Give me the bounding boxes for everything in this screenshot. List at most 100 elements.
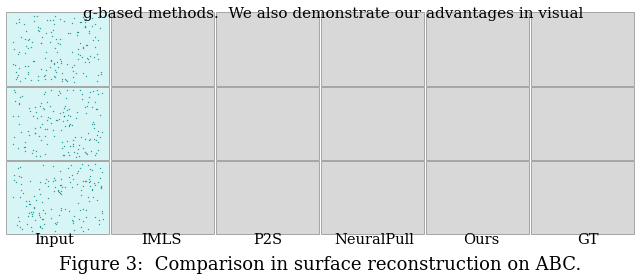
Point bbox=[83, 56, 93, 60]
Point bbox=[15, 181, 26, 186]
Point bbox=[57, 79, 67, 83]
Point bbox=[36, 67, 46, 71]
Point bbox=[58, 119, 68, 123]
Point bbox=[13, 122, 24, 126]
Point bbox=[83, 227, 93, 232]
Point bbox=[55, 17, 65, 21]
Point bbox=[85, 166, 95, 171]
Point bbox=[79, 105, 90, 109]
Point bbox=[63, 31, 73, 35]
Point bbox=[35, 224, 45, 228]
Point bbox=[10, 62, 20, 67]
Point bbox=[68, 75, 78, 79]
Point bbox=[11, 70, 21, 75]
Point bbox=[25, 178, 35, 183]
Point bbox=[60, 207, 70, 211]
Point bbox=[23, 213, 33, 218]
Bar bbox=[321, 87, 424, 160]
Point bbox=[40, 77, 50, 81]
Point bbox=[16, 129, 26, 134]
Point bbox=[86, 148, 97, 153]
Point bbox=[77, 55, 87, 60]
Point bbox=[86, 168, 97, 173]
Point bbox=[72, 30, 83, 34]
Point bbox=[11, 77, 21, 82]
Point bbox=[14, 174, 24, 178]
Point bbox=[42, 142, 52, 146]
Point bbox=[38, 106, 49, 111]
Point bbox=[15, 225, 26, 229]
Point bbox=[93, 222, 104, 227]
Bar bbox=[6, 87, 109, 160]
Point bbox=[35, 215, 45, 219]
Point bbox=[57, 71, 67, 75]
Point bbox=[28, 114, 38, 119]
Text: Input: Input bbox=[35, 233, 74, 247]
Point bbox=[51, 70, 61, 74]
Point bbox=[33, 25, 43, 29]
Point bbox=[80, 149, 90, 154]
Point bbox=[74, 40, 84, 45]
Point bbox=[68, 88, 78, 92]
Point bbox=[13, 114, 23, 119]
Point bbox=[28, 210, 38, 215]
Point bbox=[55, 182, 65, 187]
Point bbox=[12, 222, 22, 227]
Point bbox=[54, 191, 65, 196]
Point bbox=[76, 225, 86, 229]
Point bbox=[19, 140, 29, 144]
Point bbox=[12, 20, 22, 25]
Point bbox=[36, 217, 47, 221]
Point bbox=[35, 192, 45, 196]
Point bbox=[51, 222, 61, 227]
Point bbox=[83, 163, 93, 167]
Point bbox=[24, 109, 35, 113]
Point bbox=[13, 166, 24, 171]
Point bbox=[13, 215, 23, 219]
Bar bbox=[216, 12, 319, 86]
Point bbox=[57, 146, 67, 150]
Point bbox=[10, 90, 20, 94]
Point bbox=[91, 138, 101, 142]
Point bbox=[64, 122, 74, 127]
Point bbox=[90, 55, 100, 59]
Point bbox=[24, 37, 34, 41]
Point bbox=[64, 209, 74, 214]
Point bbox=[65, 163, 76, 168]
Point bbox=[29, 205, 39, 210]
Point bbox=[27, 213, 37, 218]
Point bbox=[84, 174, 95, 179]
Point bbox=[46, 121, 56, 125]
Point bbox=[48, 164, 58, 168]
Point bbox=[22, 222, 32, 226]
Point bbox=[86, 105, 97, 109]
Point bbox=[68, 176, 79, 181]
Point bbox=[75, 166, 85, 170]
Point bbox=[77, 92, 87, 97]
Point bbox=[74, 20, 84, 25]
Point bbox=[80, 23, 90, 28]
Point bbox=[79, 60, 90, 64]
Point bbox=[63, 166, 74, 171]
Point bbox=[84, 199, 94, 203]
Point bbox=[70, 71, 81, 75]
Point bbox=[44, 195, 54, 200]
Point bbox=[45, 40, 55, 44]
Point bbox=[52, 189, 63, 193]
Point bbox=[75, 208, 85, 212]
Point bbox=[30, 109, 40, 114]
Point bbox=[65, 114, 76, 119]
Point bbox=[30, 131, 40, 135]
Point bbox=[22, 70, 33, 74]
Point bbox=[68, 214, 79, 219]
Point bbox=[81, 111, 91, 115]
Point bbox=[36, 101, 47, 105]
Point bbox=[73, 52, 83, 56]
Point bbox=[96, 185, 106, 189]
Point bbox=[56, 192, 67, 196]
Point bbox=[34, 212, 44, 217]
Point bbox=[38, 74, 49, 78]
Point bbox=[83, 100, 93, 104]
Point bbox=[82, 152, 92, 156]
Point bbox=[95, 135, 106, 139]
